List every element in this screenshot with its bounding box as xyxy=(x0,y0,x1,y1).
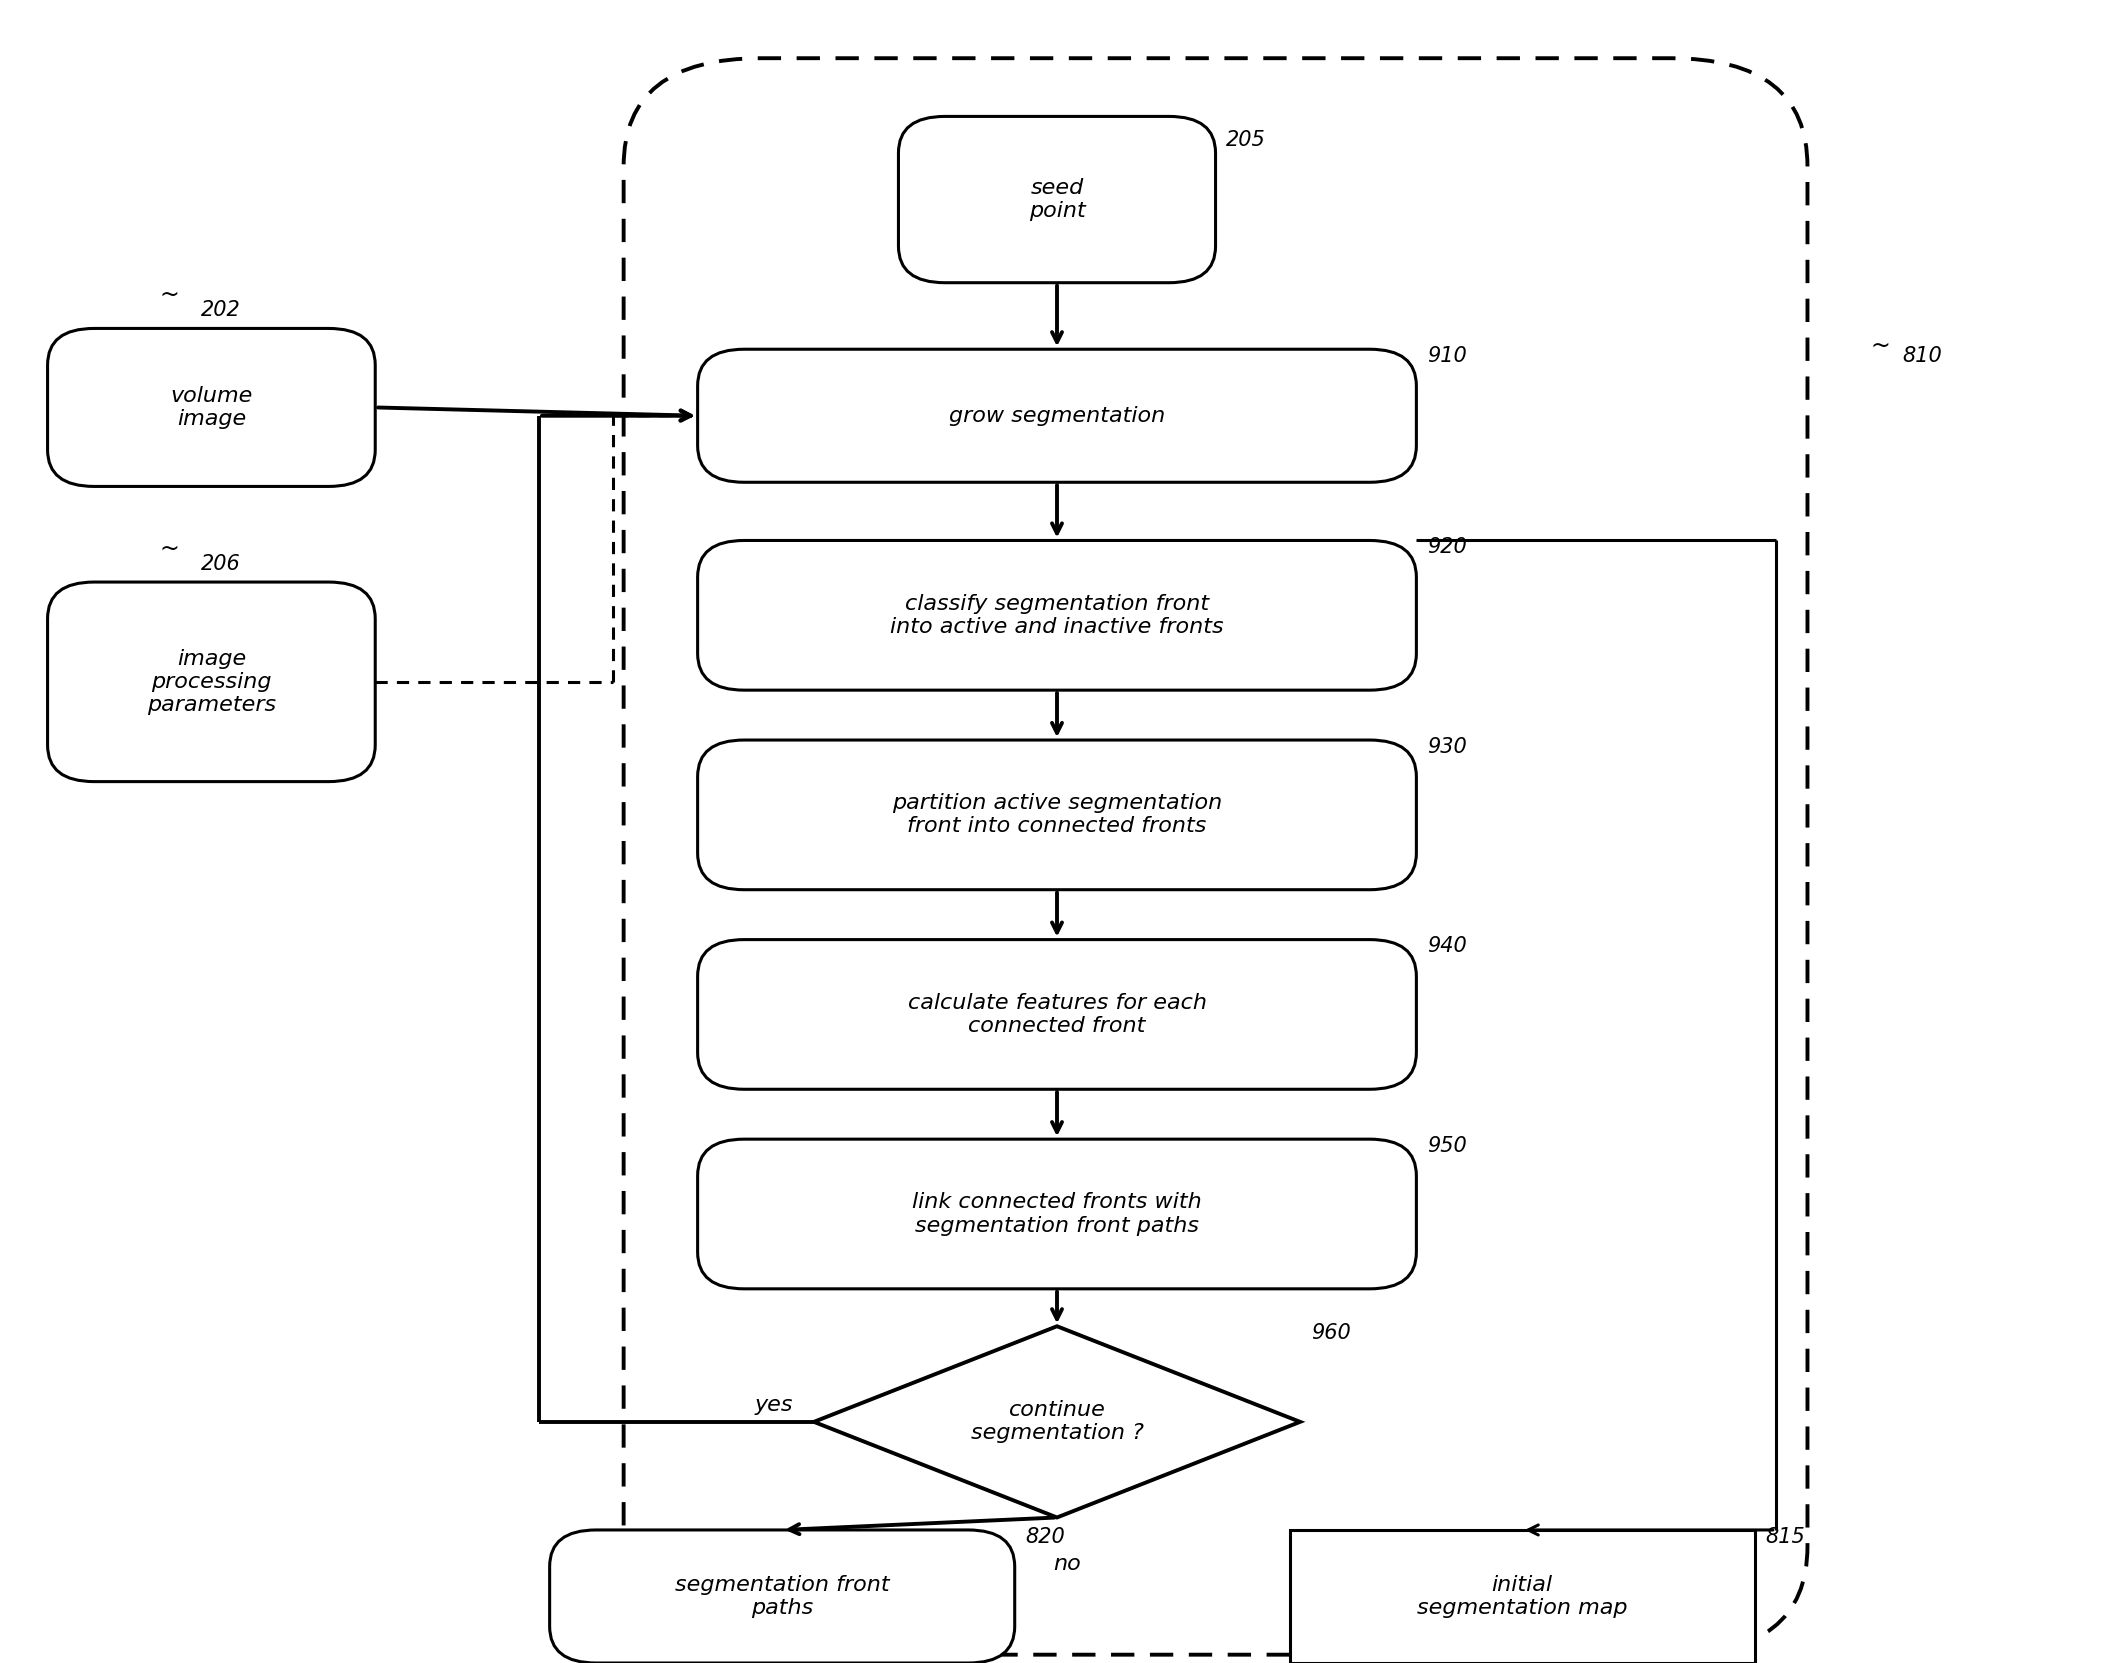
Text: 940: 940 xyxy=(1427,936,1467,956)
Text: ~: ~ xyxy=(161,283,180,308)
Text: seed
point: seed point xyxy=(1030,178,1084,221)
FancyBboxPatch shape xyxy=(698,1139,1416,1289)
Polygon shape xyxy=(814,1327,1300,1517)
FancyBboxPatch shape xyxy=(550,1530,1015,1663)
Text: 820: 820 xyxy=(1025,1527,1065,1547)
Bar xyxy=(1290,1530,1755,1663)
Text: yes: yes xyxy=(755,1395,793,1415)
Text: 202: 202 xyxy=(201,299,241,321)
Text: no: no xyxy=(1053,1553,1082,1575)
Text: calculate features for each
connected front: calculate features for each connected fr… xyxy=(907,993,1207,1036)
Text: link connected fronts with
segmentation front paths: link connected fronts with segmentation … xyxy=(911,1192,1203,1236)
Text: 960: 960 xyxy=(1311,1322,1351,1344)
Text: 920: 920 xyxy=(1427,537,1467,557)
FancyBboxPatch shape xyxy=(698,740,1416,890)
FancyBboxPatch shape xyxy=(698,940,1416,1089)
FancyBboxPatch shape xyxy=(698,349,1416,482)
Text: image
processing
parameters: image processing parameters xyxy=(146,649,277,715)
Text: classify segmentation front
into active and inactive fronts: classify segmentation front into active … xyxy=(890,594,1224,637)
Text: 930: 930 xyxy=(1427,737,1467,757)
Text: initial
segmentation map: initial segmentation map xyxy=(1416,1575,1628,1618)
FancyBboxPatch shape xyxy=(898,116,1216,283)
Text: 910: 910 xyxy=(1427,346,1467,366)
Text: 815: 815 xyxy=(1765,1527,1805,1547)
Text: ~: ~ xyxy=(1871,334,1890,358)
FancyBboxPatch shape xyxy=(49,329,376,487)
Text: 206: 206 xyxy=(201,554,241,574)
Text: volume
image: volume image xyxy=(171,386,252,429)
FancyBboxPatch shape xyxy=(698,540,1416,690)
Text: ~: ~ xyxy=(161,537,180,560)
Text: continue
segmentation ?: continue segmentation ? xyxy=(970,1400,1144,1443)
Text: partition active segmentation
front into connected fronts: partition active segmentation front into… xyxy=(892,793,1222,836)
Text: grow segmentation: grow segmentation xyxy=(949,406,1165,426)
Text: 810: 810 xyxy=(1903,346,1943,366)
Text: segmentation front
paths: segmentation front paths xyxy=(674,1575,890,1618)
Text: 950: 950 xyxy=(1427,1136,1467,1156)
Text: 205: 205 xyxy=(1226,130,1266,150)
FancyBboxPatch shape xyxy=(49,582,376,782)
